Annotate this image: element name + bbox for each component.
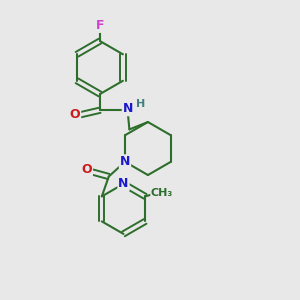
Text: O: O (81, 163, 92, 176)
Text: F: F (96, 19, 104, 32)
Text: H: H (136, 99, 145, 109)
Text: O: O (70, 108, 80, 121)
Text: N: N (123, 102, 133, 115)
Text: N: N (118, 177, 129, 190)
Text: CH₃: CH₃ (151, 188, 173, 198)
Text: N: N (120, 155, 130, 168)
